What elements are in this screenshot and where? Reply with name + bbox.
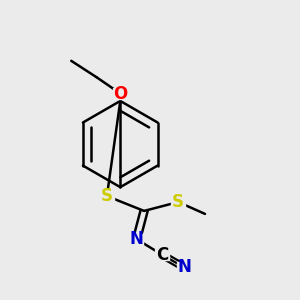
Text: O: O	[113, 85, 127, 103]
Bar	[130, 233, 143, 245]
Text: S: S	[101, 187, 113, 205]
Text: N: N	[130, 230, 144, 248]
Bar	[155, 249, 169, 260]
Bar	[100, 190, 114, 202]
Text: S: S	[172, 193, 184, 211]
Bar	[171, 196, 185, 208]
Bar	[113, 88, 127, 99]
Bar	[177, 262, 191, 273]
Text: C: C	[156, 246, 168, 264]
Text: N: N	[177, 258, 191, 276]
